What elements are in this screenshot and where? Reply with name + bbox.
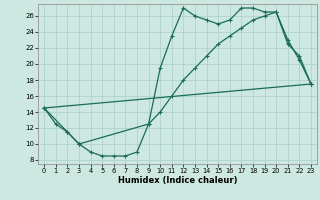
X-axis label: Humidex (Indice chaleur): Humidex (Indice chaleur)	[118, 176, 237, 185]
